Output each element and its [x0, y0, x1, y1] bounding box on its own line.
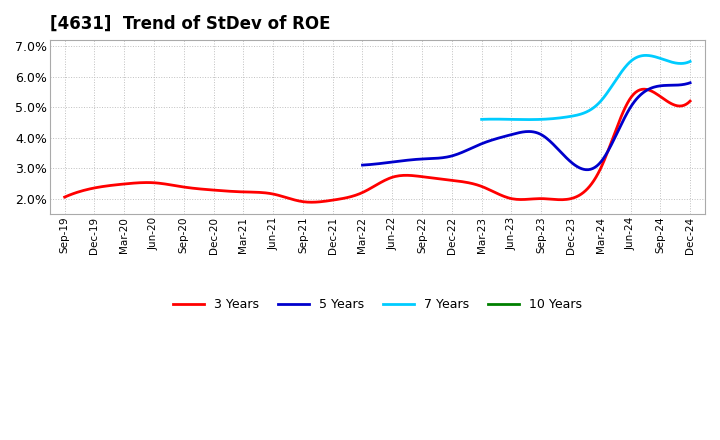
7 Years: [601, 92, 610, 98]
7 Years: [602, 91, 611, 96]
3 Years: [433, 176, 441, 181]
5 Years: [559, 152, 567, 157]
5 Years: [552, 145, 561, 150]
3 Years: [590, 178, 598, 183]
5 Years: [358, 162, 366, 168]
5 Years: [553, 146, 562, 151]
Legend: 3 Years, 5 Years, 7 Years, 10 Years: 3 Years, 5 Years, 7 Years, 10 Years: [168, 293, 587, 316]
7 Years: [524, 117, 533, 122]
3 Years: [640, 87, 649, 92]
5 Years: [582, 167, 591, 172]
5 Years: [635, 93, 644, 98]
3 Years: [445, 177, 454, 183]
7 Years: [654, 55, 663, 61]
3 Years: [685, 99, 694, 104]
7 Years: [606, 86, 614, 92]
3 Years: [435, 176, 444, 181]
7 Years: [685, 59, 694, 64]
Line: 3 Years: 3 Years: [65, 89, 690, 202]
5 Years: [359, 162, 368, 168]
5 Years: [656, 83, 665, 88]
Line: 7 Years: 7 Years: [482, 55, 690, 120]
3 Years: [60, 194, 69, 200]
7 Years: [667, 59, 676, 65]
3 Years: [63, 194, 71, 199]
5 Years: [685, 80, 694, 85]
Line: 5 Years: 5 Years: [362, 83, 690, 170]
7 Years: [478, 117, 487, 122]
7 Years: [642, 53, 650, 58]
Text: [4631]  Trend of StDev of ROE: [4631] Trend of StDev of ROE: [50, 15, 330, 33]
3 Years: [629, 92, 638, 97]
7 Years: [477, 117, 486, 122]
3 Years: [307, 200, 316, 205]
